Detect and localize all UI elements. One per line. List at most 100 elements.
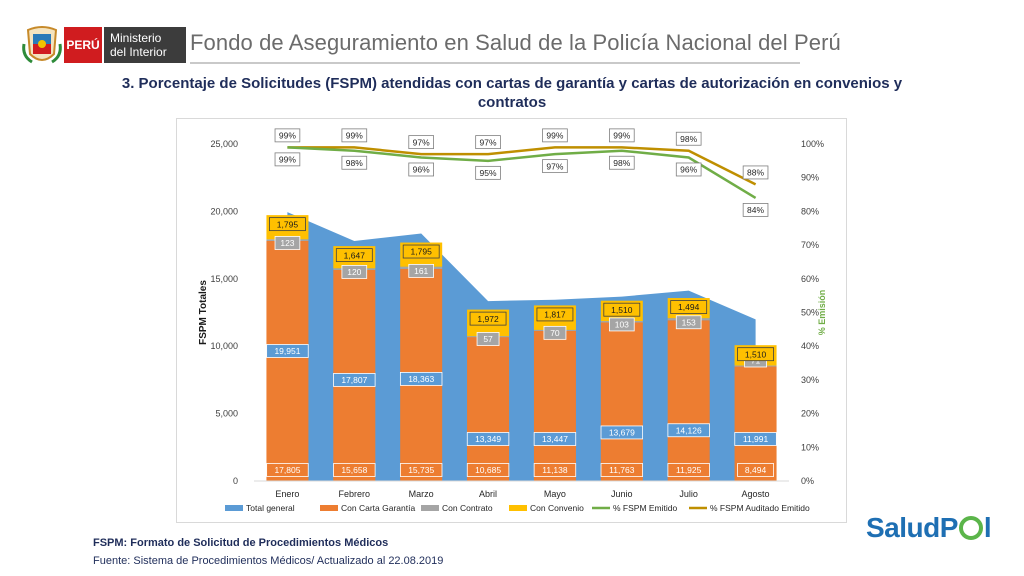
label-convenio: 1,795 (411, 247, 433, 257)
label-carta-garantia: 11,925 (676, 465, 702, 475)
bar-carta-garantia (533, 330, 576, 481)
label-contrato: 103 (615, 320, 629, 330)
label-contrato: 153 (682, 317, 696, 327)
label-convenio-box (737, 347, 774, 362)
line-pct-emitido (287, 146, 757, 199)
combo-chart: 0 5,000 10,000 15,000 20,000 25,000 0% 10% 20% 30… (198, 128, 827, 513)
y-tick-label: 20,000 (210, 206, 238, 216)
label-total-general: 13,447 (542, 434, 568, 444)
label-carta-garantia: 11,138 (542, 465, 568, 475)
label-contrato: 161 (414, 266, 428, 276)
y2-tick-label: 70% (801, 240, 819, 250)
label-pct-auditado: 88% (747, 168, 764, 178)
slide-title: 3. Porcentaje de Solicitudes (FSPM) aten… (121, 75, 903, 111)
label-convenio-box (603, 302, 641, 317)
footnote-source: Fuente: Sistema de Procedimientos Médico… (93, 555, 444, 567)
label-pct-emitido-box (609, 155, 635, 170)
label-pct-emitido: 84% (747, 205, 764, 215)
label-contrato-box (609, 317, 635, 332)
label-total-general-box (533, 432, 577, 446)
label-contrato-box (274, 236, 301, 250)
y-tick-label: 15,000 (210, 274, 238, 284)
label-pct-auditado-box (274, 128, 301, 143)
ministry-line-1: Ministerio (110, 31, 162, 45)
label-pct-auditado: 98% (680, 134, 697, 144)
label-pct-emitido: 96% (413, 165, 430, 175)
label-carta-garantia-box (737, 463, 774, 477)
label-contrato: 123 (280, 238, 294, 248)
ministry-badge: Ministerio del Interior (104, 27, 186, 63)
label-pct-auditado: 99% (613, 131, 630, 141)
category-label: Junio (611, 489, 633, 499)
y-axis-title: FSPM Totales (198, 280, 209, 345)
category-label: Julio (679, 489, 698, 499)
legend-swatch (320, 505, 338, 511)
label-carta-garantia: 8,494 (745, 465, 767, 475)
chart-frame: 0 5,000 10,000 15,000 20,000 25,000 0% 10% 20% 30… (176, 118, 847, 523)
saludpol-logo: SaludP l (866, 512, 992, 544)
label-pct-emitido: 99% (279, 155, 296, 165)
label-total-general-box (466, 432, 510, 446)
label-pct-emitido-box (742, 203, 769, 217)
label-carta-garantia-box (600, 463, 644, 477)
label-contrato: 120 (347, 267, 361, 277)
label-total-general: 11,991 (743, 434, 769, 444)
label-pct-emitido-box (675, 162, 702, 177)
label-convenio: 1,795 (277, 219, 299, 229)
label-convenio: 1,972 (477, 314, 499, 324)
label-total-general-box (600, 425, 644, 440)
label-contrato: 57 (483, 334, 493, 344)
ministry-line-2: del Interior (110, 45, 167, 59)
label-pct-auditado-box (742, 165, 769, 180)
category-label: Abril (479, 489, 497, 499)
label-carta-garantia-box (399, 463, 443, 477)
label-pct-auditado-box (341, 128, 368, 143)
label-carta-garantia: 15,735 (408, 465, 434, 475)
y2-tick-label: 80% (801, 206, 819, 216)
y2-tick-label: 100% (801, 139, 824, 149)
label-pct-emitido: 98% (613, 158, 630, 168)
label-total-general: 13,349 (475, 434, 501, 444)
label-pct-auditado-box (675, 131, 702, 146)
label-pct-auditado-box (609, 128, 635, 143)
legend-label: Con Contrato (442, 503, 493, 513)
line-pct-auditado (287, 146, 757, 186)
y2-tick-label: 50% (801, 308, 819, 318)
label-contrato: 70 (550, 328, 560, 338)
label-total-general-box (667, 423, 710, 438)
legend-label: Con Convenio (530, 503, 584, 513)
label-total-general-box (266, 344, 309, 358)
label-pct-auditado-box (542, 128, 568, 143)
label-total-general-box (399, 371, 443, 386)
legend-swatch (421, 505, 439, 511)
label-convenio-box (536, 307, 574, 322)
label-pct-auditado: 99% (546, 131, 563, 141)
bar-carta-garantia (266, 240, 309, 481)
fund-title: Fondo de Aseguramiento en Salud de la Po… (190, 30, 841, 55)
brand-ring-icon (958, 516, 983, 540)
legend-label: % FSPM Emitido (613, 503, 678, 513)
bar-carta-garantia (467, 336, 510, 481)
y-tick-label: 10,000 (210, 341, 238, 351)
label-convenio-box (469, 311, 507, 326)
label-pct-auditado-box (475, 135, 501, 150)
label-convenio: 1,510 (611, 305, 633, 315)
brand-part-3: l (983, 512, 992, 543)
category-label: Febrero (339, 489, 371, 499)
bar-carta-garantia (600, 322, 643, 481)
label-pct-emitido: 95% (480, 168, 497, 178)
label-pct-emitido: 96% (680, 165, 697, 175)
label-convenio: 1,817 (544, 310, 566, 320)
y-tick-label: 25,000 (210, 139, 238, 149)
bar-carta-garantia (667, 320, 710, 481)
label-pct-auditado: 99% (346, 131, 363, 141)
y2-tick-label: 30% (801, 375, 819, 385)
label-carta-garantia-box (266, 463, 309, 477)
label-contrato-box (341, 265, 368, 279)
label-carta-garantia: 10,685 (475, 465, 501, 475)
label-total-general-box (734, 432, 777, 446)
label-pct-emitido: 98% (346, 158, 363, 168)
label-pct-emitido: 97% (546, 161, 563, 171)
header-divider (190, 62, 800, 64)
label-pct-emitido-box (341, 155, 368, 170)
